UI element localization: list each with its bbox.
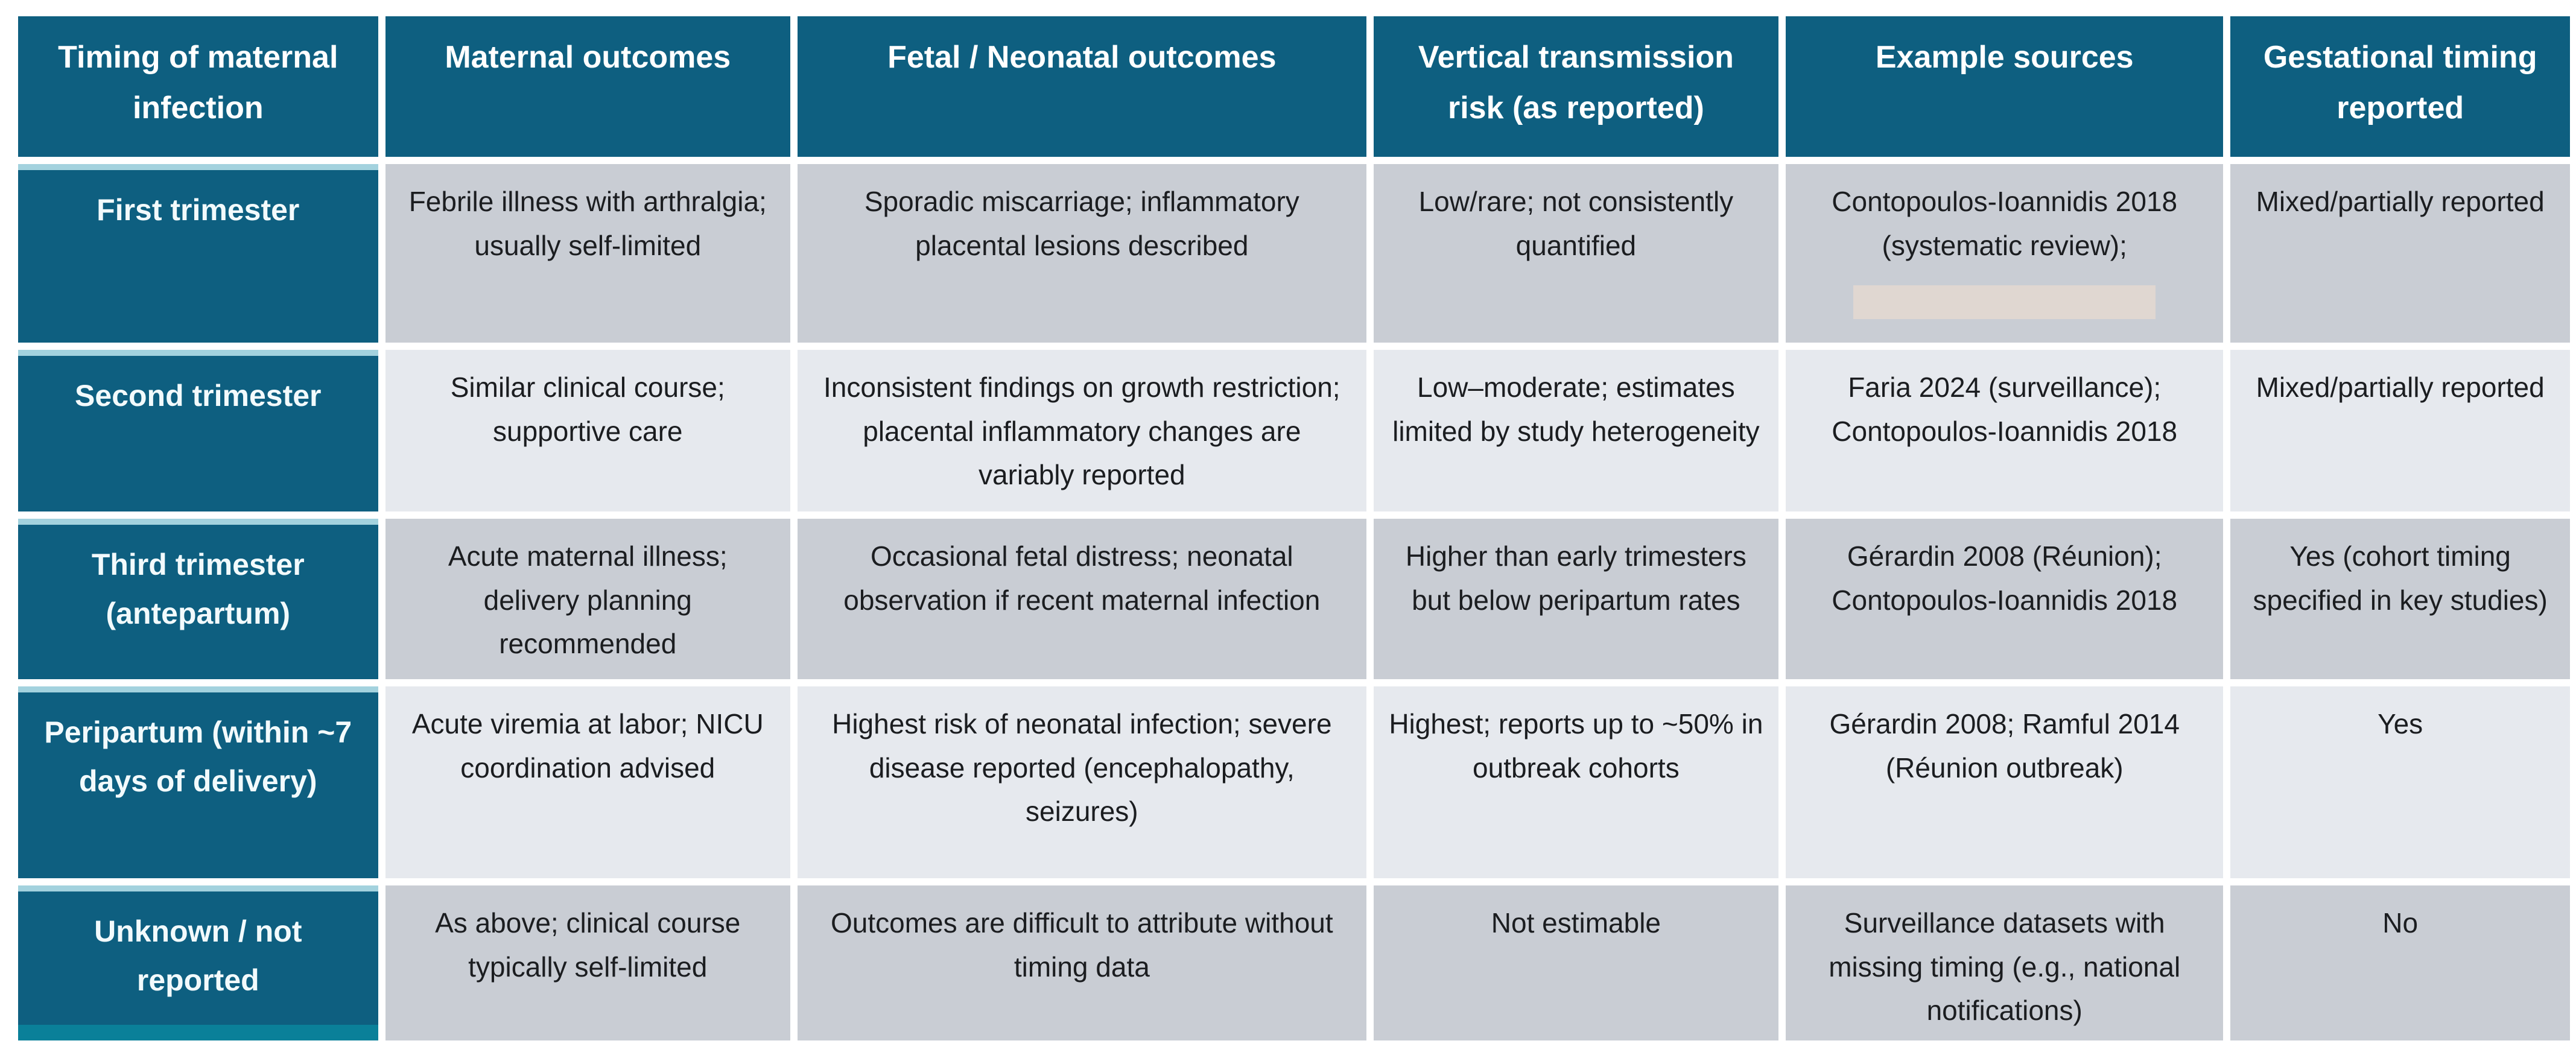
cell-fetal-neonatal-outcomes: Inconsistent findings on growth restrict…: [797, 349, 1366, 511]
cell-text: Occasional fetal distress; neonatal obse…: [843, 540, 1321, 616]
cell-gestational-timing-reported: Mixed/partially reported: [2230, 163, 2570, 343]
cell-text: Highest risk of neonatal infection; seve…: [832, 708, 1332, 828]
col-header-label: Fetal / Neonatal outcomes: [887, 40, 1277, 75]
cell-text: Yes (cohort timing specified in key stud…: [2253, 540, 2548, 616]
cell-example-sources: Faria 2024 (surveillance); Contopoulos-I…: [1786, 349, 2224, 511]
col-header-timing-of-maternal-infection: Timing of maternal infection: [18, 16, 378, 157]
cell-fetal-neonatal-outcomes: Sporadic miscarriage; inflammatory place…: [797, 163, 1366, 343]
col-header-label: Example sources: [1875, 40, 2134, 75]
cell-gestational-timing-reported: Mixed/partially reported: [2230, 349, 2570, 511]
cell-text: Yes: [2378, 708, 2423, 739]
col-header-label: Timing of maternal infection: [58, 40, 338, 126]
cell-example-sources: Contopoulos-Ioannidis 2018 (systematic r…: [1786, 163, 2224, 343]
cell-text: Not estimable: [1491, 907, 1661, 939]
cell-maternal-outcomes: Febrile illness with arthralgia; usually…: [385, 163, 790, 343]
col-header-label: Gestational timing reported: [2263, 40, 2537, 126]
cell-maternal-outcomes: Acute maternal illness; delivery plannin…: [385, 518, 790, 679]
cell-text: Contopoulos-Ioannidis 2018 (systematic r…: [1832, 185, 2178, 261]
cell-text: Gérardin 2008; Ramful 2014 (Réunion outb…: [1829, 708, 2180, 784]
cell-fetal-neonatal-outcomes: Outcomes are difficult to attribute with…: [797, 885, 1366, 1040]
cell-text: Acute maternal illness; delivery plannin…: [448, 540, 728, 660]
col-header-vertical-transmission-risk: Vertical transmission risk (as reported): [1373, 16, 1779, 157]
cell-vertical-transmission-risk: Low–moderate; estimates limited by study…: [1373, 349, 1779, 511]
cell-example-sources: Surveillance datasets with missing timin…: [1786, 885, 2224, 1040]
row-label-text: Unknown / not reported: [94, 914, 302, 998]
cell-text: Surveillance datasets with missing timin…: [1829, 907, 2181, 1027]
row-label-text: First trimester: [97, 192, 300, 227]
cell-example-sources: Gérardin 2008; Ramful 2014 (Réunion outb…: [1786, 686, 2224, 879]
cell-maternal-outcomes: As above; clinical course typically self…: [385, 885, 790, 1040]
cell-example-sources: Gérardin 2008 (Réunion); Contopoulos-Ioa…: [1786, 518, 2224, 679]
cell-vertical-transmission-risk: Not estimable: [1373, 885, 1779, 1040]
cell-text: Higher than early trimesters but below p…: [1405, 540, 1746, 616]
row-label-second-trimester: Second trimester: [18, 349, 378, 511]
cell-vertical-transmission-risk: Higher than early trimesters but below p…: [1373, 518, 1779, 679]
col-header-gestational-timing-reported: Gestational timing reported: [2230, 16, 2570, 157]
cell-vertical-transmission-risk: Highest; reports up to ~50% in outbreak …: [1373, 686, 1779, 879]
cell-text: Highest; reports up to ~50% in outbreak …: [1389, 708, 1763, 784]
cell-gestational-timing-reported: No: [2230, 885, 2570, 1040]
highlighted-blank-box: [1853, 285, 2156, 320]
cell-gestational-timing-reported: Yes: [2230, 686, 2570, 879]
row-label-third-trimester-antepartum: Third trimester (antepartum): [18, 518, 378, 679]
cell-text: Low/rare; not consistently quantified: [1418, 185, 1734, 261]
cell-text: Mixed/partially reported: [2256, 371, 2545, 403]
cell-text: As above; clinical course typically self…: [435, 907, 741, 983]
cell-text: Febrile illness with arthralgia; usually…: [408, 185, 767, 261]
cell-text: Sporadic miscarriage; inflammatory place…: [864, 185, 1299, 261]
row-label-text: Peripartum (within ~7 days of delivery): [44, 715, 352, 798]
cell-text: Acute viremia at labor; NICU coordinatio…: [411, 708, 764, 784]
row-label-text: Third trimester (antepartum): [91, 547, 305, 630]
maternal-infection-timing-table: Timing of maternal infection Maternal ou…: [18, 16, 2570, 1040]
col-header-label: Vertical transmission risk (as reported): [1418, 40, 1734, 126]
cell-maternal-outcomes: Acute viremia at labor; NICU coordinatio…: [385, 686, 790, 879]
cell-maternal-outcomes: Similar clinical course; supportive care: [385, 349, 790, 511]
cell-text: Gérardin 2008 (Réunion); Contopoulos-Ioa…: [1832, 540, 2178, 616]
cell-fetal-neonatal-outcomes: Occasional fetal distress; neonatal obse…: [797, 518, 1366, 679]
row-label-first-trimester: First trimester: [18, 163, 378, 343]
row-label-peripartum: Peripartum (within ~7 days of delivery): [18, 686, 378, 879]
col-header-maternal-outcomes: Maternal outcomes: [385, 16, 790, 157]
cell-text: Inconsistent findings on growth restrict…: [823, 371, 1340, 491]
cell-text: Low–moderate; estimates limited by study…: [1392, 371, 1760, 447]
cell-text: Faria 2024 (surveillance); Contopoulos-I…: [1832, 371, 2178, 447]
row-label-unknown-not-reported: Unknown / not reported: [18, 885, 378, 1040]
cell-vertical-transmission-risk: Low/rare; not consistently quantified: [1373, 163, 1779, 343]
cell-gestational-timing-reported: Yes (cohort timing specified in key stud…: [2230, 518, 2570, 679]
col-header-example-sources: Example sources: [1786, 16, 2224, 157]
cell-text: Mixed/partially reported: [2256, 185, 2545, 217]
row-label-text: Second trimester: [75, 378, 322, 413]
cell-text: Outcomes are difficult to attribute with…: [830, 907, 1333, 983]
col-header-label: Maternal outcomes: [445, 40, 731, 75]
cell-text: No: [2382, 907, 2419, 939]
col-header-fetal-neonatal-outcomes: Fetal / Neonatal outcomes: [797, 16, 1366, 157]
cell-fetal-neonatal-outcomes: Highest risk of neonatal infection; seve…: [797, 686, 1366, 879]
cell-text: Similar clinical course; supportive care: [450, 371, 725, 447]
